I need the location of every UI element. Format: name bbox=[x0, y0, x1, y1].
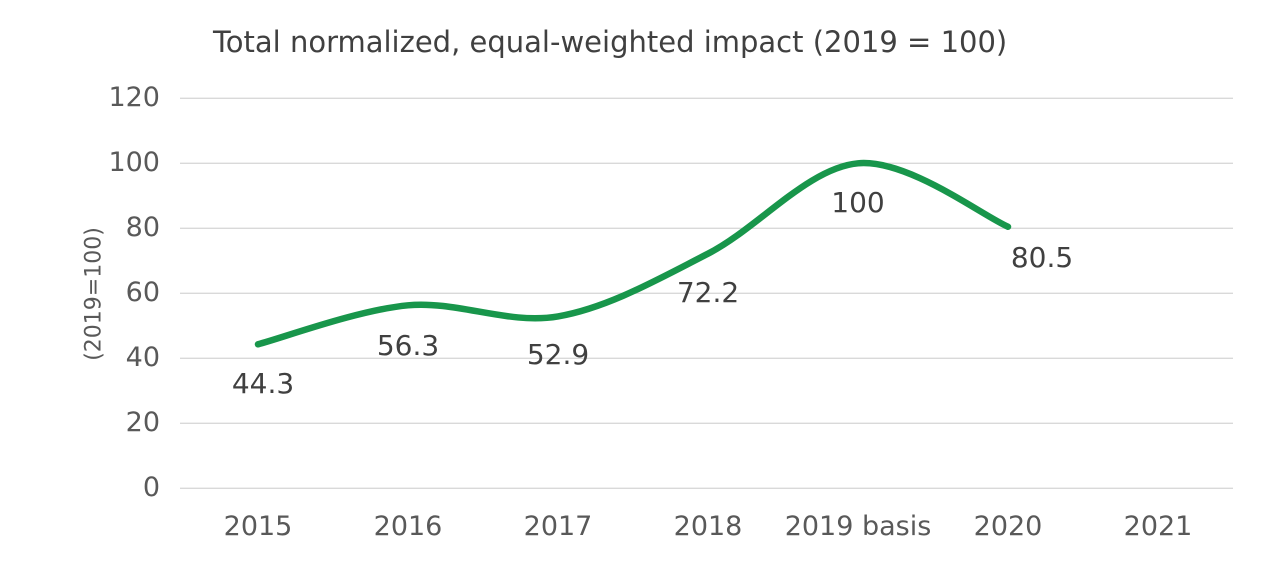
y-tick-label: 120 bbox=[108, 82, 160, 114]
y-tick-label: 20 bbox=[125, 407, 160, 439]
data-label: 80.5 bbox=[1010, 240, 1074, 274]
x-tick-label: 2017 bbox=[523, 511, 593, 542]
x-tick-label: 2019 basis bbox=[784, 511, 932, 542]
x-tick-label: 2015 bbox=[223, 511, 293, 542]
data-label: 44.3 bbox=[231, 367, 295, 401]
x-tick-label: 2016 bbox=[373, 511, 443, 542]
chart-title: Total normalized, equal-weighted impact … bbox=[213, 25, 1008, 59]
data-label: 52.9 bbox=[526, 338, 590, 372]
gridlines bbox=[180, 97, 1233, 489]
y-tick-label: 80 bbox=[125, 212, 160, 244]
data-label: 72.2 bbox=[676, 275, 740, 309]
data-label: 100 bbox=[831, 186, 885, 220]
y-tick-label: 60 bbox=[125, 277, 160, 309]
x-tick-label: 2020 bbox=[973, 511, 1043, 542]
data-label: 56.3 bbox=[376, 329, 440, 363]
x-tick-label: 2021 bbox=[1123, 511, 1193, 542]
series-line bbox=[254, 159, 1012, 348]
y-tick-label: 40 bbox=[125, 342, 160, 374]
y-tick-label: 100 bbox=[108, 147, 160, 179]
y-tick-label: 0 bbox=[142, 472, 160, 504]
x-tick-label: 2018 bbox=[673, 511, 743, 542]
